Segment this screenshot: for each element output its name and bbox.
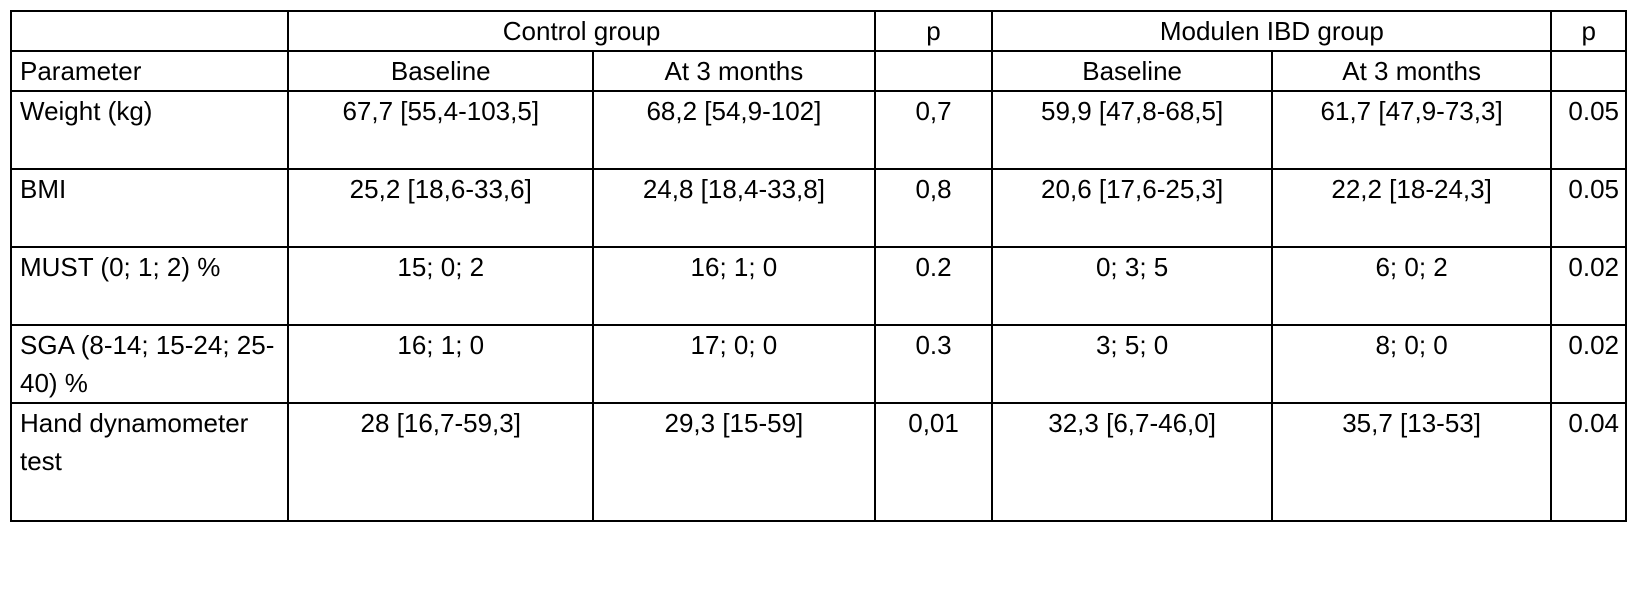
modulen-3months-header: At 3 months: [1270, 50, 1553, 92]
control-3months-cell: 17; 0; 0: [592, 324, 876, 404]
modulen-p-header: p: [1550, 10, 1627, 52]
control-p-header: p: [873, 10, 994, 52]
parameter-cell: SGA (8-14; 15-24; 25-40) %: [9, 324, 290, 404]
modulen-p-cell: 0.04: [1550, 402, 1627, 522]
control-baseline-cell: 16; 1; 0: [287, 324, 595, 404]
parameter-cell: Hand dynamometer test: [9, 402, 290, 522]
modulen-p-subheader: [1550, 50, 1627, 92]
modulen-3months-cell: 8; 0; 0: [1270, 324, 1553, 404]
column-header-row: Parameter Baseline At 3 months Baseline …: [9, 50, 1627, 92]
control-p-cell: 0.2: [873, 246, 994, 326]
modulen-3months-cell: 35,7 [13-53]: [1270, 402, 1553, 522]
parameter-header: Parameter: [9, 50, 290, 92]
parameter-cell: MUST (0; 1; 2) %: [9, 246, 290, 326]
table-row: BMI 25,2 [18,6-33,6] 24,8 [18,4-33,8] 0,…: [9, 168, 1627, 248]
modulen-3months-cell: 6; 0; 2: [1270, 246, 1553, 326]
control-3months-cell: 24,8 [18,4-33,8]: [592, 168, 876, 248]
modulen-p-cell: 0.05: [1550, 168, 1627, 248]
control-3months-header: At 3 months: [592, 50, 876, 92]
group-header-row: Control group p Modulen IBD group p: [9, 10, 1627, 52]
control-group-header: Control group: [287, 10, 876, 52]
control-3months-cell: 29,3 [15-59]: [592, 402, 876, 522]
modulen-3months-cell: 22,2 [18-24,3]: [1270, 168, 1553, 248]
results-table-container: Control group p Modulen IBD group p Para…: [9, 10, 1627, 522]
control-baseline-cell: 67,7 [55,4-103,5]: [287, 90, 595, 170]
control-p-cell: 0,7: [873, 90, 994, 170]
parameter-cell: Weight (kg): [9, 90, 290, 170]
control-3months-cell: 16; 1; 0: [592, 246, 876, 326]
modulen-group-header: Modulen IBD group: [991, 10, 1553, 52]
modulen-3months-cell: 61,7 [47,9-73,3]: [1270, 90, 1553, 170]
modulen-p-cell: 0.02: [1550, 324, 1627, 404]
control-p-subheader: [873, 50, 994, 92]
control-p-cell: 0.3: [873, 324, 994, 404]
control-p-cell: 0,01: [873, 402, 994, 522]
modulen-baseline-cell: 0; 3; 5: [991, 246, 1273, 326]
parameter-cell: BMI: [9, 168, 290, 248]
table-row: Hand dynamometer test 28 [16,7-59,3] 29,…: [9, 402, 1627, 522]
table-row: SGA (8-14; 15-24; 25-40) % 16; 1; 0 17; …: [9, 324, 1627, 404]
results-table: Control group p Modulen IBD group p Para…: [9, 10, 1627, 522]
modulen-baseline-cell: 3; 5; 0: [991, 324, 1273, 404]
control-baseline-cell: 28 [16,7-59,3]: [287, 402, 595, 522]
modulen-baseline-cell: 59,9 [47,8-68,5]: [991, 90, 1273, 170]
control-baseline-cell: 15; 0; 2: [287, 246, 595, 326]
table-row: Weight (kg) 67,7 [55,4-103,5] 68,2 [54,9…: [9, 90, 1627, 170]
header-empty-cell: [9, 10, 290, 52]
modulen-p-cell: 0.02: [1550, 246, 1627, 326]
control-p-cell: 0,8: [873, 168, 994, 248]
table-row: MUST (0; 1; 2) % 15; 0; 2 16; 1; 0 0.2 0…: [9, 246, 1627, 326]
control-baseline-cell: 25,2 [18,6-33,6]: [287, 168, 595, 248]
modulen-baseline-header: Baseline: [991, 50, 1273, 92]
modulen-baseline-cell: 20,6 [17,6-25,3]: [991, 168, 1273, 248]
modulen-p-cell: 0.05: [1550, 90, 1627, 170]
control-3months-cell: 68,2 [54,9-102]: [592, 90, 876, 170]
control-baseline-header: Baseline: [287, 50, 595, 92]
modulen-baseline-cell: 32,3 [6,7-46,0]: [991, 402, 1273, 522]
